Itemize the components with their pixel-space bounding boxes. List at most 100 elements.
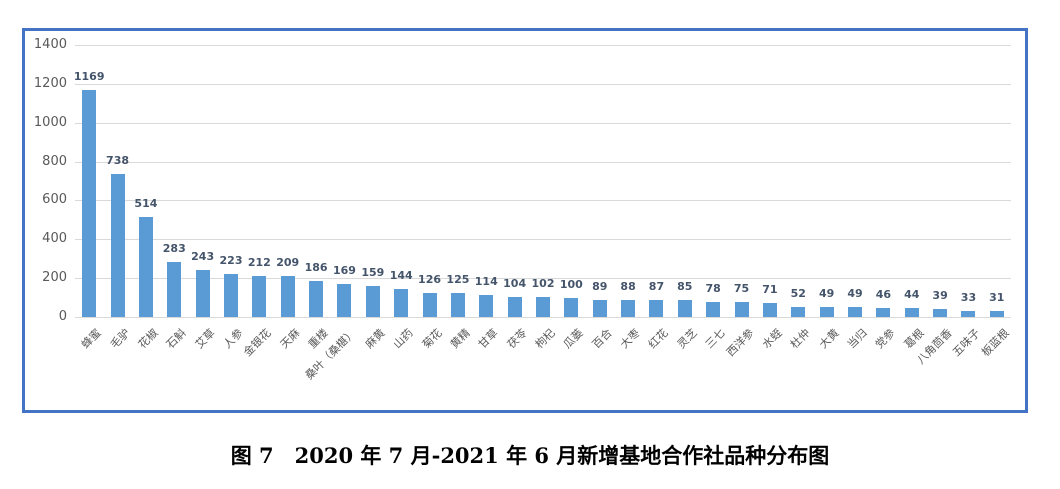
bar — [734, 302, 749, 317]
y-gridline — [75, 161, 1011, 163]
x-axis-category-label: 毛驴 — [107, 326, 133, 352]
x-axis-category-label: 当归 — [844, 326, 870, 352]
y-axis-tick-label: 1000 — [33, 114, 67, 130]
bar-value-label: 85 — [677, 280, 693, 294]
bar-value-label: 243 — [191, 249, 215, 263]
x-axis-category-label: 大黄 — [816, 326, 842, 352]
bar-value-label: 212 — [247, 255, 271, 269]
y-axis-tick-label: 0 — [58, 309, 67, 324]
y-axis-tick-label: 800 — [42, 153, 67, 169]
bar-value-label: 71 — [762, 283, 778, 297]
x-axis-category-label: 瓜蒌 — [561, 326, 586, 352]
bar-value-label: 169 — [332, 264, 356, 278]
x-axis-category-label: 石斛 — [164, 326, 189, 352]
y-axis-tick-label: 400 — [42, 231, 67, 247]
bar — [536, 297, 550, 317]
x-axis-category-label: 红花 — [646, 326, 672, 352]
bar-value-label: 44 — [904, 288, 920, 302]
x-axis-category-label: 甘草 — [476, 326, 501, 352]
figure-caption: 图 7 2020 年 7 月-2021 年 6 月新增基地合作社品种分布图 — [230, 443, 830, 468]
bar — [138, 217, 153, 317]
bar-value-label: 1169 — [73, 69, 105, 83]
bar — [167, 262, 182, 317]
x-axis-category-label: 金银花 — [241, 326, 274, 359]
bar-value-label: 87 — [648, 280, 665, 294]
x-axis-category-label: 蜂蜜 — [79, 326, 104, 352]
y-gridline — [75, 122, 1011, 124]
bar — [762, 303, 777, 317]
bar-value-label: 49 — [847, 287, 863, 301]
y-gridline — [75, 278, 1011, 280]
bar — [479, 294, 494, 317]
bar — [876, 308, 891, 317]
bar-value-label: 102 — [531, 277, 555, 291]
bar — [649, 300, 664, 317]
bar — [904, 308, 919, 317]
bar — [422, 292, 437, 317]
bar — [450, 292, 465, 317]
bar-value-label: 104 — [503, 276, 527, 290]
bar-value-label: 75 — [733, 282, 750, 296]
x-axis-category-label: 党参 — [873, 326, 898, 352]
bar-value-label: 114 — [474, 274, 498, 288]
x-axis-category-label: 黄精 — [447, 326, 473, 352]
bar — [592, 299, 607, 317]
bar-value-label: 89 — [592, 279, 608, 293]
bar-value-label: 100 — [559, 277, 583, 291]
bar — [621, 299, 636, 317]
bar-value-label: 52 — [790, 286, 806, 300]
bar-value-label: 46 — [875, 288, 892, 302]
bar-value-label: 514 — [134, 197, 158, 211]
bar-value-label: 223 — [219, 253, 243, 267]
bar — [195, 269, 210, 317]
x-axis-category-label: 百合 — [589, 326, 615, 352]
bar — [819, 307, 834, 317]
x-axis-category-label: 杜仲 — [788, 326, 813, 352]
x-axis-category-label: 板蓝根 — [978, 326, 1012, 359]
bar — [706, 301, 721, 317]
bar-value-label: 738 — [106, 153, 130, 167]
bar — [365, 286, 380, 317]
bar-value-label: 144 — [389, 269, 413, 283]
bar — [933, 309, 948, 317]
x-axis-category-label: 天麻 — [277, 326, 303, 352]
bar-value-label: 283 — [162, 242, 186, 256]
bar-value-label: 186 — [304, 260, 328, 274]
bar-chart: 0 200 400 600 800 1000 1200 1400 1169 蜂蜜 738 毛驴 514 花… — [25, 31, 1025, 410]
bar — [309, 280, 324, 317]
y-gridline — [75, 239, 1011, 241]
bar-value-label: 31 — [989, 290, 1005, 304]
bar — [507, 296, 522, 317]
y-gridline — [75, 200, 1011, 202]
bar — [224, 273, 238, 317]
y-gridline — [75, 45, 1011, 46]
bar — [110, 173, 125, 317]
bar-value-label: 125 — [446, 272, 470, 286]
bar — [989, 310, 1004, 317]
bar — [677, 300, 692, 317]
bar-value-label: 49 — [818, 287, 835, 301]
bar-value-label: 209 — [276, 256, 300, 270]
y-gridline — [75, 317, 1011, 318]
bar — [848, 307, 862, 317]
x-axis-category-label: 水蛭 — [759, 326, 785, 352]
bar-value-label: 39 — [932, 289, 948, 303]
y-axis-tick-label: 200 — [42, 270, 67, 286]
y-axis-tick-label: 600 — [42, 192, 67, 208]
bar — [961, 310, 976, 317]
bar — [82, 89, 97, 317]
x-axis-category-label: 茯苓 — [504, 326, 530, 352]
x-axis-category-label: 麻黄 — [362, 326, 388, 352]
x-axis-category-label: 花椒 — [135, 326, 161, 352]
x-axis-category-label: 五味子 — [950, 326, 984, 359]
chart-frame: 0 200 400 600 800 1000 1200 1400 1169 蜂蜜 738 毛驴 514 花… — [22, 28, 1028, 413]
y-axis-tick-label: 1400 — [33, 37, 67, 52]
bar — [791, 306, 806, 317]
bar-value-label: 33 — [960, 290, 977, 304]
bar — [564, 297, 579, 317]
bar-value-label: 126 — [418, 272, 442, 286]
y-axis-tick-label: 1200 — [33, 75, 67, 91]
bar — [252, 275, 267, 317]
x-axis-category-label: 大枣 — [617, 326, 643, 352]
